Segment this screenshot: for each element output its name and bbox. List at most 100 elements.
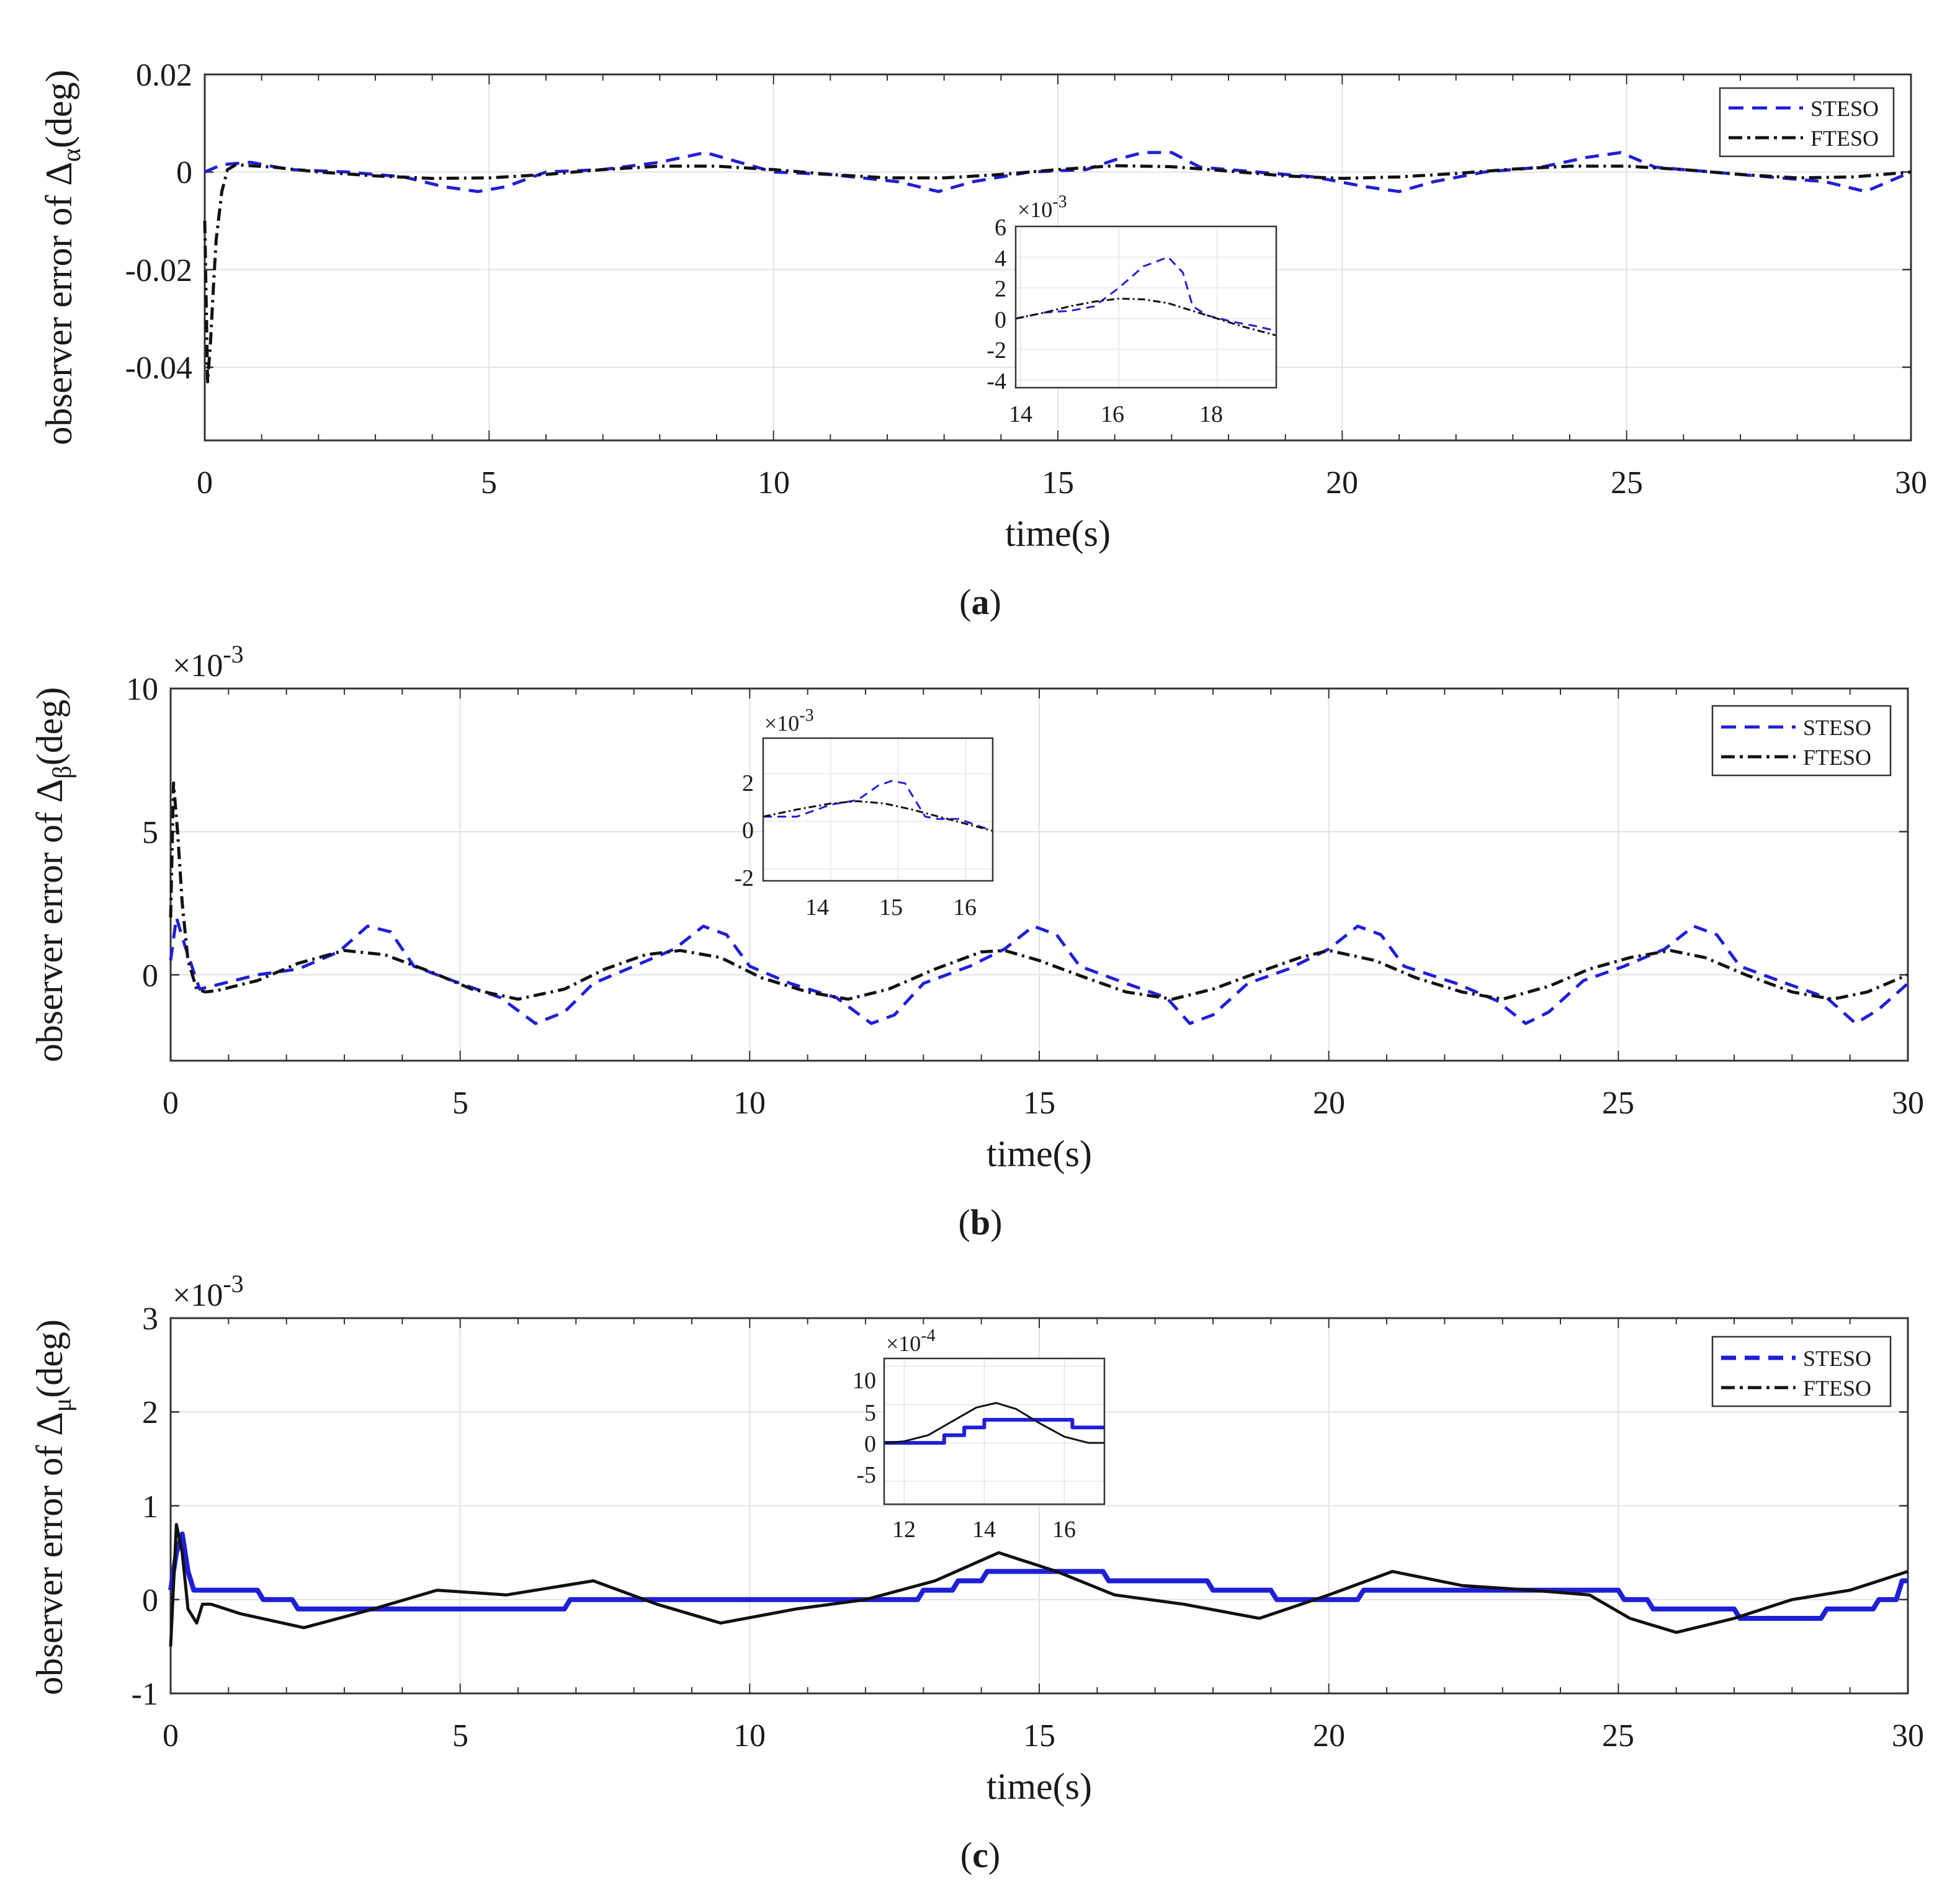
- inset-series-line-steso: [884, 1417, 1104, 1445]
- x-tick-label: 25: [1602, 1718, 1634, 1754]
- x-tick-label: 0: [197, 465, 213, 501]
- inset-y-tick-label: -5: [856, 1462, 876, 1488]
- y-tick-label: 5: [142, 815, 158, 850]
- panel-caption: (b): [959, 1202, 1003, 1242]
- x-tick-label: 20: [1326, 465, 1358, 501]
- x-tick-label: 5: [481, 465, 497, 501]
- inset-background: [1016, 226, 1276, 388]
- x-tick-label: 0: [163, 1086, 179, 1121]
- y-tick-label: 10: [126, 672, 158, 707]
- legend: STESO FTESO: [1719, 87, 1895, 158]
- y-tick-label: -0.02: [125, 253, 192, 288]
- series-line-steso: [168, 1531, 1908, 1621]
- x-tick-label: 5: [452, 1086, 468, 1121]
- inset-series-lines: [884, 1402, 1104, 1445]
- inset-y-tick-label: 2: [995, 276, 1006, 302]
- inset-y-tick-label: 0: [864, 1431, 876, 1457]
- inset: ×10-3 2 0 -2 14 15 16: [734, 706, 994, 921]
- x-tick-label: 20: [1313, 1086, 1345, 1121]
- caption-open: (: [960, 1835, 972, 1875]
- x-tick-label: 25: [1602, 1086, 1634, 1121]
- caption-letter: b: [970, 1202, 990, 1242]
- x-tick-label: 30: [1892, 1718, 1924, 1754]
- inset-frame: [762, 737, 994, 882]
- inset-y-tick-label: 0: [995, 307, 1006, 333]
- x-tick-label: 5: [452, 1718, 468, 1754]
- x-tick-label: 15: [1042, 465, 1074, 501]
- legend-label-steso: STESO: [1803, 715, 1871, 740]
- inset-background: [763, 738, 993, 881]
- inset-x-tick-label: 15: [879, 894, 903, 921]
- legend-label-fteso: FTESO: [1803, 1376, 1871, 1401]
- inset-series-lines: [763, 780, 993, 832]
- inset-x-tick-label: 14: [972, 1517, 996, 1543]
- y-axis-label-prefix: observer error of Δ: [29, 1412, 70, 1695]
- x-axis-label: time(s): [987, 1766, 1092, 1807]
- legend-label-steso: STESO: [1810, 96, 1879, 121]
- inset-y-tick-label: 0: [742, 818, 754, 844]
- y-axis-label-suffix: (deg): [38, 69, 79, 148]
- x-tick-label: 30: [1895, 465, 1927, 501]
- x-tick-label: 15: [1023, 1718, 1055, 1754]
- inset-y-tick-label: 4: [995, 246, 1006, 272]
- axis-exponent-value: -3: [223, 640, 243, 668]
- caption-close: ): [990, 582, 1001, 622]
- panel-c: 0 5 10 15 20 25 30 3 2 1 0 -1 ×10-3 time…: [29, 1270, 1924, 1875]
- inset-x-tick-label: 12: [892, 1517, 916, 1543]
- x-axis-label: time(s): [1005, 513, 1111, 554]
- y-axis-label-suffix: (deg): [29, 1319, 70, 1398]
- y-axis-label-prefix: observer error of Δ: [38, 162, 79, 445]
- panel-caption: (a): [959, 582, 1001, 622]
- inset: ×10-3 6 4 2 0 -2 -4 14 16 18: [987, 192, 1278, 427]
- y-axis-label: observer error of Δμ(deg): [29, 1319, 77, 1695]
- y-tick-label: 0: [176, 155, 192, 190]
- y-axis-label-subscript: β: [48, 765, 77, 778]
- legend-label-steso: STESO: [1803, 1346, 1871, 1371]
- series-lines: [203, 151, 1912, 384]
- grid: [204, 74, 1912, 440]
- caption-close: ): [988, 1835, 1000, 1875]
- series-line-fteso: [169, 781, 1909, 1001]
- legend-box: [1719, 87, 1895, 158]
- caption-open: (: [959, 582, 971, 622]
- inset-series-line-steso: [763, 780, 993, 832]
- inset-x-tick-label: 16: [1052, 1517, 1076, 1543]
- y-tick-label: 0: [142, 958, 158, 994]
- series-line-fteso: [169, 1523, 1909, 1647]
- caption-letter: a: [972, 582, 990, 622]
- inset-exponent: ×10-4: [886, 1326, 936, 1356]
- inset-series-line-fteso: [1015, 297, 1277, 337]
- panel-a: 0 5 10 15 20 25 30 0.02 0 -0.02 -0.04 ti…: [38, 58, 1927, 622]
- inset-x-tick-label: 16: [953, 894, 977, 921]
- inset-grid: [1016, 226, 1276, 388]
- x-tick-label: 10: [733, 1086, 766, 1121]
- ticks: [204, 73, 1912, 440]
- y-axis-label-prefix: observer error of Δ: [29, 779, 70, 1063]
- inset-y-tick-label: -2: [734, 865, 754, 891]
- y-tick-label: -0.04: [125, 350, 192, 386]
- x-tick-label: 15: [1023, 1086, 1055, 1121]
- x-axis-label: time(s): [987, 1133, 1092, 1174]
- x-tick-label: 0: [163, 1718, 179, 1754]
- legend-box: [1711, 705, 1892, 777]
- inset-exponent: ×10-3: [764, 706, 814, 736]
- inset-frame: [883, 1357, 1106, 1505]
- inset-series-line-fteso: [884, 1402, 1104, 1444]
- ticks: [170, 687, 1909, 1061]
- legend: STESO FTESO: [1711, 705, 1892, 777]
- inset-grid: [763, 738, 993, 881]
- ticks: [170, 1317, 1909, 1695]
- inset-frame: [1014, 225, 1278, 389]
- axis-exponent-value: -3: [223, 1270, 243, 1298]
- panel-b: 0 5 10 15 20 25 30 10 5 0 ×10-3 time(s) …: [29, 640, 1924, 1242]
- inset-y-tick-label: 10: [852, 1368, 876, 1394]
- inset-x-tick-label: 18: [1199, 401, 1223, 427]
- inset-exponent-value: -4: [921, 1326, 935, 1345]
- legend-label-fteso: FTESO: [1810, 126, 1879, 151]
- y-axis-label: observer error of Δβ(deg): [29, 687, 77, 1063]
- legend-box: [1711, 1335, 1892, 1407]
- caption-letter: c: [972, 1835, 988, 1875]
- caption-close: ): [990, 1202, 1002, 1242]
- series-lines: [169, 781, 1909, 1025]
